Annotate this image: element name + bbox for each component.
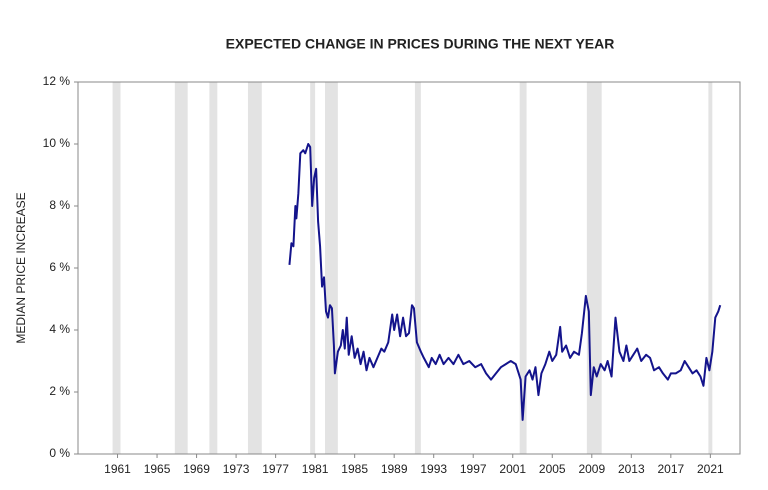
x-tick-label: 1981 bbox=[302, 462, 329, 476]
recession-band bbox=[519, 82, 527, 454]
x-tick-label: 1993 bbox=[420, 462, 447, 476]
x-tick-label: 1965 bbox=[144, 462, 171, 476]
y-tick-label: 6 % bbox=[49, 260, 70, 274]
x-tick-label: 1985 bbox=[341, 462, 368, 476]
x-tick-label: 2021 bbox=[697, 462, 724, 476]
recession-band bbox=[325, 82, 338, 454]
recession-band bbox=[247, 82, 262, 454]
y-tick-label: 0 % bbox=[49, 446, 70, 460]
recession-band bbox=[310, 82, 316, 454]
recession-band bbox=[414, 82, 421, 454]
recession-band bbox=[174, 82, 188, 454]
y-axis-label: MEDIAN PRICE INCREASE bbox=[14, 192, 28, 343]
y-tick-label: 2 % bbox=[49, 384, 70, 398]
y-tick-label: 12 % bbox=[43, 74, 71, 88]
x-tick-label: 1997 bbox=[460, 462, 487, 476]
recession-band bbox=[586, 82, 602, 454]
recession-band bbox=[708, 82, 713, 454]
x-tick-label: 1969 bbox=[183, 462, 210, 476]
x-tick-label: 2017 bbox=[657, 462, 684, 476]
x-tick-label: 1961 bbox=[104, 462, 131, 476]
chart-title: EXPECTED CHANGE IN PRICES DURING THE NEX… bbox=[226, 36, 615, 52]
y-tick-label: 8 % bbox=[49, 198, 70, 212]
recession-band bbox=[112, 82, 121, 454]
y-tick-label: 4 % bbox=[49, 322, 70, 336]
x-tick-label: 1989 bbox=[381, 462, 408, 476]
x-tick-label: 2009 bbox=[578, 462, 605, 476]
x-tick-label: 2013 bbox=[618, 462, 645, 476]
x-tick-label: 1973 bbox=[223, 462, 250, 476]
x-tick-label: 2005 bbox=[539, 462, 566, 476]
y-tick-label: 10 % bbox=[43, 136, 71, 150]
x-tick-label: 2001 bbox=[499, 462, 526, 476]
recession-band bbox=[209, 82, 218, 454]
x-tick-label: 1977 bbox=[262, 462, 289, 476]
series-line bbox=[288, 143, 722, 421]
